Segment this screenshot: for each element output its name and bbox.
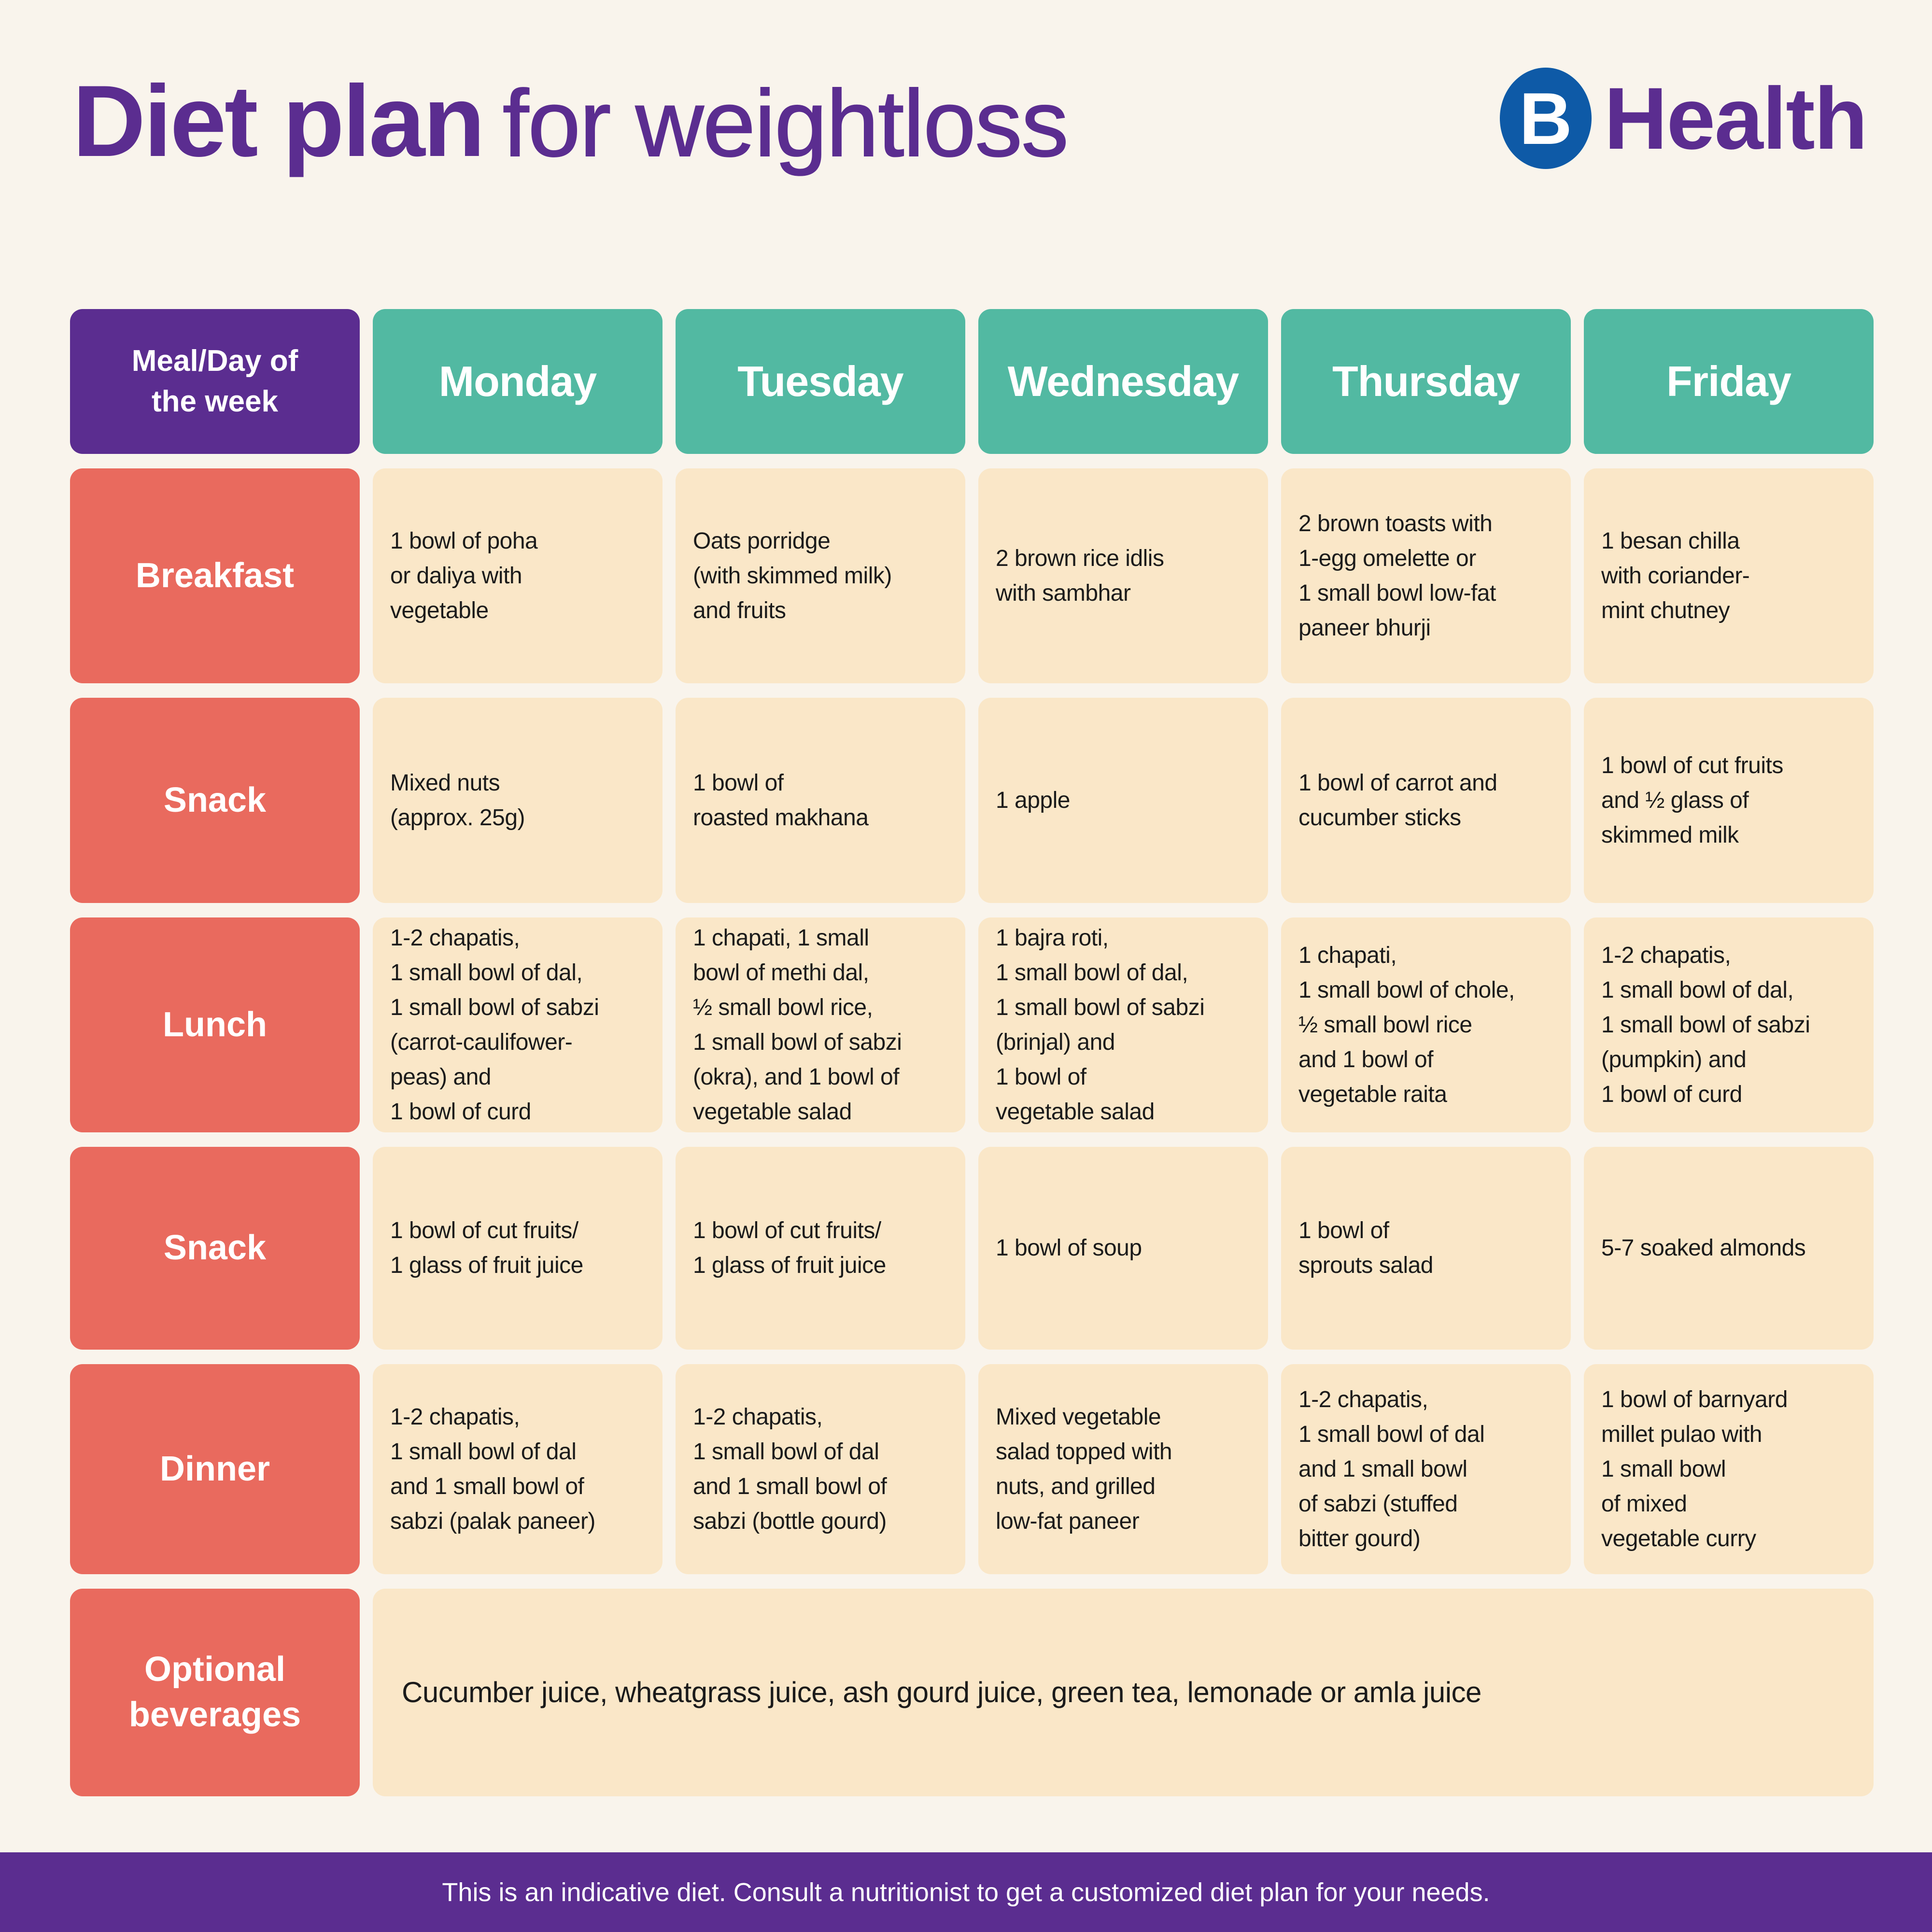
brand-logo-letter: B: [1519, 78, 1572, 160]
snack1-wednesday: 1 apple: [978, 698, 1268, 903]
footer-disclaimer: This is an indicative diet. Consult a nu…: [442, 1877, 1490, 1907]
page-title-bold: Diet plan: [72, 64, 485, 178]
page-title: Diet plan for weightloss: [72, 63, 1069, 180]
brand-name: Health: [1604, 69, 1868, 168]
row-label-optional-beverages: Optional beverages: [70, 1589, 360, 1796]
lunch-tuesday: 1 chapati, 1 small bowl of methi dal, ½ …: [676, 917, 965, 1132]
row-label-dinner: Dinner: [70, 1364, 360, 1574]
row-label-breakfast: Breakfast: [70, 468, 360, 683]
snack1-friday: 1 bowl of cut fruits and ½ glass of skim…: [1584, 698, 1874, 903]
lunch-friday: 1-2 chapatis, 1 small bowl of dal, 1 sma…: [1584, 917, 1874, 1132]
snack2-monday: 1 bowl of cut fruits/ 1 glass of fruit j…: [373, 1147, 663, 1350]
day-header-monday: Monday: [373, 309, 663, 454]
breakfast-thursday: 2 brown toasts with 1-egg omelette or 1 …: [1281, 468, 1571, 683]
snack2-wednesday: 1 bowl of soup: [978, 1147, 1268, 1350]
breakfast-monday: 1 bowl of poha or daliya with vegetable: [373, 468, 663, 683]
snack1-monday: Mixed nuts (approx. 25g): [373, 698, 663, 903]
snack1-thursday: 1 bowl of carrot and cucumber sticks: [1281, 698, 1571, 903]
dinner-thursday: 1-2 chapatis, 1 small bowl of dal and 1 …: [1281, 1364, 1571, 1574]
corner-header: Meal/Day of the week: [70, 309, 360, 454]
dinner-tuesday: 1-2 chapatis, 1 small bowl of dal and 1 …: [676, 1364, 965, 1574]
page-title-light: for weightloss: [502, 70, 1069, 177]
lunch-wednesday: 1 bajra roti, 1 small bowl of dal, 1 sma…: [978, 917, 1268, 1132]
row-label-snack-2: Snack: [70, 1147, 360, 1350]
breakfast-wednesday: 2 brown rice idlis with sambhar: [978, 468, 1268, 683]
snack1-tuesday: 1 bowl of roasted makhana: [676, 698, 965, 903]
diet-table: Meal/Day of the week Monday Tuesday Wedn…: [70, 309, 1874, 1796]
breakfast-tuesday: Oats porridge (with skimmed milk) and fr…: [676, 468, 965, 683]
day-header-thursday: Thursday: [1281, 309, 1571, 454]
lunch-thursday: 1 chapati, 1 small bowl of chole, ½ smal…: [1281, 917, 1571, 1132]
dinner-friday: 1 bowl of barnyard millet pulao with 1 s…: [1584, 1364, 1874, 1574]
breakfast-friday: 1 besan chilla with coriander- mint chut…: [1584, 468, 1874, 683]
footer-bar: This is an indicative diet. Consult a nu…: [0, 1852, 1932, 1932]
lunch-monday: 1-2 chapatis, 1 small bowl of dal, 1 sma…: [373, 917, 663, 1132]
row-label-lunch: Lunch: [70, 917, 360, 1132]
snack2-thursday: 1 bowl of sprouts salad: [1281, 1147, 1571, 1350]
dinner-monday: 1-2 chapatis, 1 small bowl of dal and 1 …: [373, 1364, 663, 1574]
dinner-wednesday: Mixed vegetable salad topped with nuts, …: [978, 1364, 1268, 1574]
snack2-tuesday: 1 bowl of cut fruits/ 1 glass of fruit j…: [676, 1147, 965, 1350]
brand-logo: B Health: [1499, 68, 1868, 169]
day-header-wednesday: Wednesday: [978, 309, 1268, 454]
day-header-friday: Friday: [1584, 309, 1874, 454]
row-label-snack-1: Snack: [70, 698, 360, 903]
day-header-tuesday: Tuesday: [676, 309, 965, 454]
snack2-friday: 5-7 soaked almonds: [1584, 1147, 1874, 1350]
brand-logo-icon: B: [1499, 68, 1592, 169]
optional-beverages-text: Cucumber juice, wheatgrass juice, ash go…: [373, 1589, 1874, 1796]
